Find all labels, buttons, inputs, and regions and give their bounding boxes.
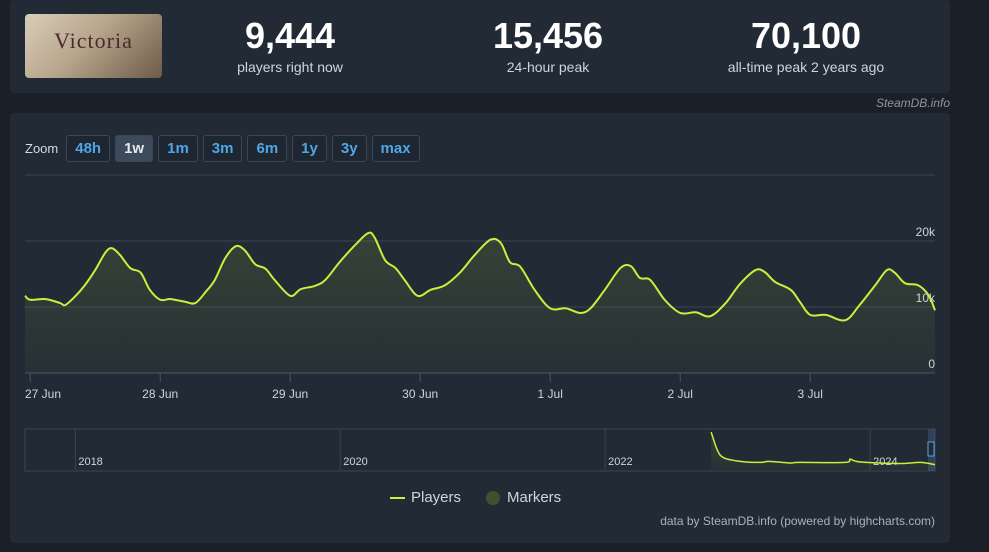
credit[interactable]: data by SteamDB.info (powered by highcha… xyxy=(660,514,935,528)
stat-value: 9,444 xyxy=(244,15,336,56)
source[interactable]: SteamDB.info xyxy=(875,96,950,110)
stat-value: 15,456 xyxy=(492,15,604,56)
area-fill xyxy=(711,432,935,470)
legend-label: Markers xyxy=(507,489,561,506)
x-tick-label: 3 Jul xyxy=(798,387,823,401)
zoom-button[interactable]: 3y xyxy=(331,135,367,162)
zoom-button[interactable]: 1m xyxy=(158,135,198,162)
x-tick-label: 29 Jun xyxy=(272,387,308,401)
x-tick-label: 1 Jul xyxy=(538,387,563,401)
x-tick-label: 30 Jun xyxy=(402,387,438,401)
x-tick-label: 2022 xyxy=(608,456,632,468)
legend-marker xyxy=(486,491,500,505)
game-logo[interactable]: Victoria xyxy=(25,14,162,78)
zoom-button[interactable]: max xyxy=(371,135,420,162)
stat-label: all-time peak 2 years ago xyxy=(727,59,885,75)
x-tick-label: 28 Jun xyxy=(142,387,178,401)
series-line xyxy=(710,431,936,466)
x-tick-label: 27 Jun xyxy=(25,387,61,401)
zoom-button[interactable]: 1w xyxy=(115,135,154,162)
stat-label: 24-hour peak xyxy=(506,59,590,75)
navigator-frame xyxy=(24,428,936,472)
x-tick-label: 2 Jul xyxy=(668,387,693,401)
logo-text: Victoria xyxy=(54,28,133,53)
legend-label[interactable]: Players xyxy=(411,489,461,506)
navigator-handle[interactable] xyxy=(927,441,935,457)
series-line xyxy=(24,231,936,322)
x-tick-label: 2020 xyxy=(343,456,367,468)
zoom-button[interactable]: 3m xyxy=(202,135,243,162)
stat-label: players right now xyxy=(237,59,343,75)
zoom-button[interactable]: 6m xyxy=(247,135,288,162)
stat: 70,100 all-time peak 2 years ago xyxy=(686,14,926,76)
stat: 9,444 players right now xyxy=(170,14,410,76)
zoom-label: Zoom xyxy=(25,141,59,156)
y-tick-label: 20k xyxy=(916,225,936,239)
zoom-button[interactable]: 48h xyxy=(66,135,111,162)
area-fill xyxy=(25,232,935,373)
stat: 15,456 24-hour peak xyxy=(428,14,668,76)
stat-value: 70,100 xyxy=(750,15,862,56)
stats-panel xyxy=(10,0,950,93)
x-tick-label: 2018 xyxy=(78,456,102,468)
zoom-bar: Zoom 48h 1w 1m 3m 6m 1y 3y max xyxy=(25,135,425,162)
zoom-button[interactable]: 1y xyxy=(292,135,327,162)
